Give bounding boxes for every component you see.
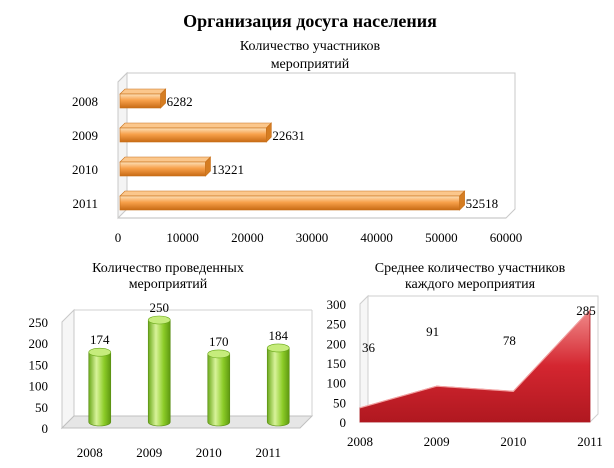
chart2-y-tick-label: 100 (29, 379, 49, 394)
chart2-bar-body (207, 353, 231, 427)
chart3-area-series (359, 308, 591, 423)
chart1-bar-front (119, 161, 206, 177)
chart2-y-tick-label: 150 (29, 357, 49, 372)
chart3-data-label: 78 (503, 333, 516, 348)
chart1-bar-top (119, 122, 273, 129)
chart2-events: 0 50 100 150 200 250 174 2008 250 2009 170 2010 184 2… (29, 300, 314, 460)
chart3-category-label: 2008 (347, 434, 373, 449)
chart1-bar-front (119, 127, 267, 143)
chart1-category-label: 2008 (72, 94, 98, 109)
chart2-bar-2010 (207, 349, 231, 427)
chart3-data-label: 36 (362, 340, 376, 355)
chart3-y-tick-label: 100 (327, 376, 347, 391)
chart2-data-label: 184 (269, 328, 289, 343)
chart3-category-label: 2011 (577, 434, 603, 449)
chart1-title-line1: Количество участников (240, 39, 381, 54)
chart2-data-label: 174 (90, 332, 110, 347)
chart1-x-tick-label: 50000 (425, 230, 458, 245)
chart1-bar-2009 (119, 122, 273, 143)
chart1-participants: 0 10000 20000 30000 40000 50000 60000 2008 6282 2… (72, 71, 523, 245)
chart1-x-tick-label: 10000 (166, 230, 199, 245)
chart1-data-label: 6282 (167, 94, 193, 109)
chart2-category-label: 2011 (255, 445, 281, 460)
chart1-bar-end (266, 122, 272, 143)
chart1-bar-front (119, 93, 161, 109)
chart1-bar-2008 (119, 88, 167, 109)
chart2-y-tick-label: 50 (35, 400, 48, 415)
chart1-x-tick-label: 40000 (360, 230, 393, 245)
chart3-title-line1: Среднее количество участников (375, 261, 566, 276)
chart2-bar-cap (147, 315, 171, 325)
chart3-title-line2: каждого мероприятия (405, 277, 536, 292)
chart3-category-label: 2009 (424, 434, 450, 449)
chart1-category-label: 2011 (72, 196, 98, 211)
chart1-bar-front (119, 195, 460, 211)
chart1-bar-end (160, 88, 166, 109)
chart3-data-label: 91 (426, 324, 439, 339)
chart3-y-tick-label: 0 (340, 415, 347, 430)
chart1-bar-top (119, 88, 167, 95)
chart3-y-tick-label: 250 (327, 317, 347, 332)
chart2-y-tick-label: 0 (42, 421, 49, 436)
chart2-bar-2008 (88, 347, 112, 427)
chart1-bar-2011 (119, 190, 466, 211)
chart3-average: 0 50 100 150 200 250 300 36 91 78 285 2008 2009 2010 2… (327, 294, 603, 449)
chart3-data-label: 285 (576, 303, 596, 318)
chart1-data-label: 52518 (466, 196, 499, 211)
chart1-bar-top (119, 190, 466, 197)
chart3-side-wall (359, 294, 369, 424)
chart3-y-tick-label: 300 (327, 297, 347, 312)
chart2-y-tick-label: 200 (29, 336, 49, 351)
chart1-bar-top (119, 156, 212, 163)
chart1-category-label: 2010 (72, 162, 98, 177)
chart1-category-label: 2009 (72, 128, 98, 143)
chart3-y-tick-label: 50 (333, 395, 346, 410)
chart1-data-label: 22631 (272, 128, 305, 143)
chart1-x-tick-label: 0 (115, 230, 122, 245)
chart2-category-label: 2008 (77, 445, 103, 460)
chart2-bar-cap (88, 347, 112, 357)
chart1-x-tick-label: 60000 (490, 230, 523, 245)
chart2-category-label: 2009 (136, 445, 162, 460)
chart2-side-wall (61, 308, 75, 430)
chart1-x-tick-label: 30000 (296, 230, 329, 245)
chart1-bar-2010 (119, 156, 212, 177)
chart3-y-tick-label: 150 (327, 356, 347, 371)
page-title: Организация досуга населения (183, 11, 437, 31)
chart2-bar-cap (207, 349, 231, 359)
chart2-bar-body (88, 351, 112, 427)
chart2-bar-2009 (147, 315, 171, 427)
chart1-bar-end (459, 190, 465, 211)
chart1-title-line2: мероприятий (271, 57, 350, 72)
chart2-bar-cap (266, 343, 290, 353)
chart2-title-line2: мероприятий (129, 277, 208, 292)
chart1-x-tick-label: 20000 (231, 230, 264, 245)
chart3-y-tick-label: 200 (327, 336, 347, 351)
chart2-data-label: 250 (150, 300, 170, 315)
chart1-data-label: 13221 (211, 162, 244, 177)
chart2-y-tick-label: 250 (29, 315, 49, 330)
chart2-data-label: 170 (209, 334, 229, 349)
chart2-title-line1: Количество проведенных (92, 261, 244, 276)
chart2-category-label: 2010 (196, 445, 222, 460)
chart2-bar-2011 (266, 343, 290, 427)
chart3-area-ridge (359, 309, 591, 409)
chart2-bar-body (266, 347, 290, 427)
chart3-category-label: 2010 (500, 434, 526, 449)
chart1-bar-end (205, 156, 211, 177)
chart2-bar-body (147, 319, 171, 427)
